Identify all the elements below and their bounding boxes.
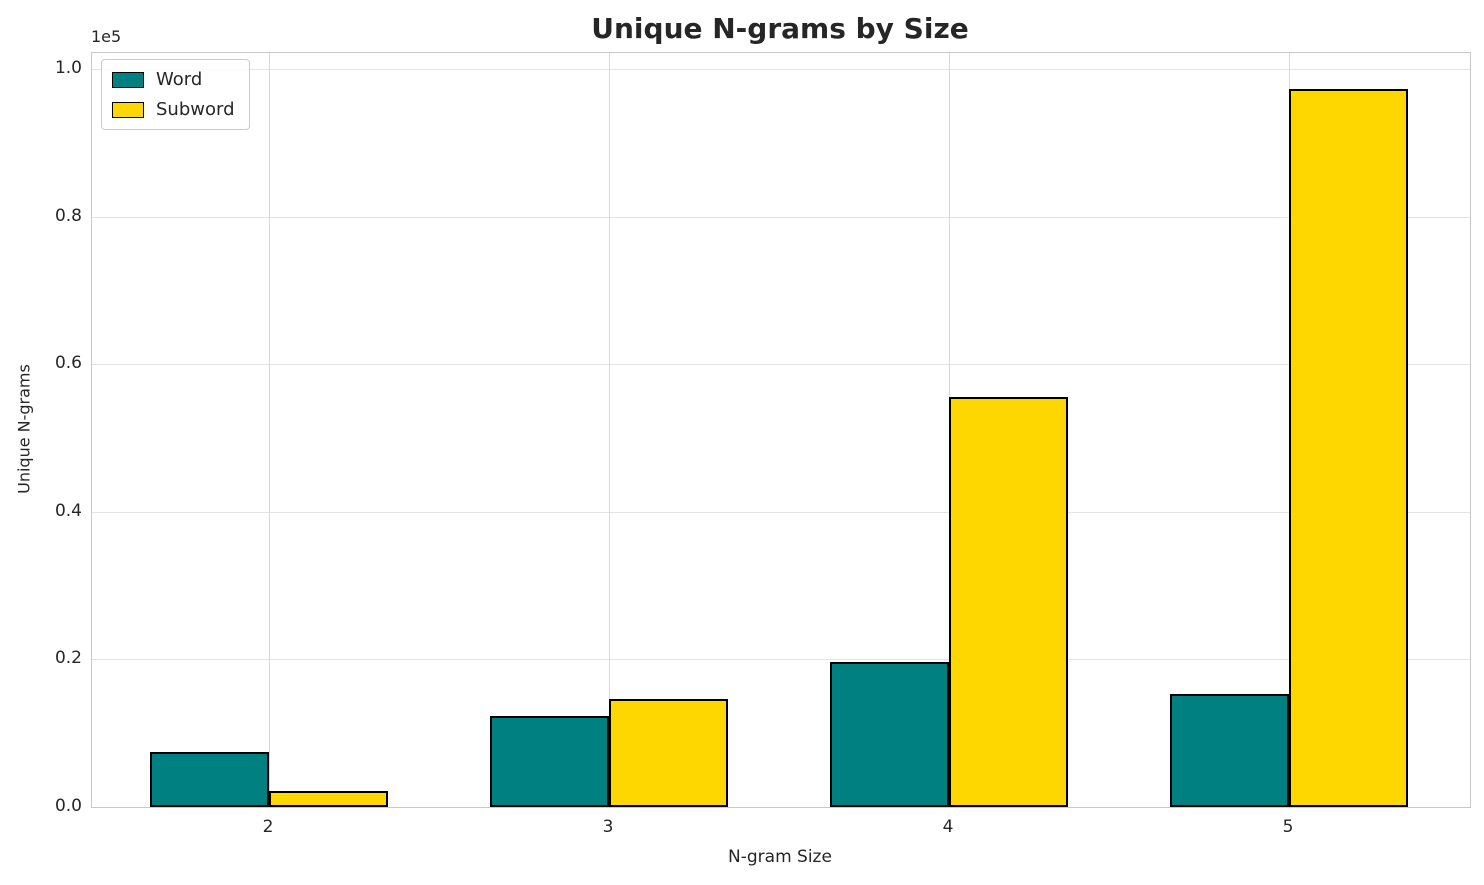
y-tick-label: 0.4 [54, 500, 82, 521]
x-tick-label: 4 [942, 817, 954, 837]
y-axis-label: Unique N-grams [14, 364, 34, 494]
y-axis-scale-offset-label: 1e5 [91, 27, 122, 46]
y-tick-label: 0.8 [54, 205, 82, 226]
y-tick-label: 1.0 [54, 58, 82, 79]
legend-item-word: Word [112, 69, 235, 90]
y-gridline [92, 216, 1470, 218]
y-gridline [92, 659, 1470, 661]
x-gridline [609, 53, 610, 807]
word-bar-ngram-4 [830, 662, 949, 807]
x-tick-label: 3 [602, 817, 614, 837]
legend-label: Subword [156, 99, 235, 120]
y-tick-label: 0.0 [54, 796, 82, 816]
legend-swatch-icon [112, 101, 144, 118]
x-axis-label: N-gram Size [728, 847, 832, 867]
y-tick-label: 0.2 [54, 648, 82, 669]
y-gridline [92, 511, 1470, 513]
subword-bar-ngram-3 [609, 699, 728, 807]
legend: Word Subword [101, 59, 250, 130]
x-gridline [269, 53, 270, 807]
word-bar-ngram-5 [1170, 694, 1289, 807]
y-gridline [92, 69, 1470, 71]
legend-item-subword: Subword [112, 99, 235, 120]
x-tick-label: 2 [262, 817, 274, 837]
x-tick-label: 5 [1282, 817, 1294, 837]
y-tick-label: 0.6 [54, 353, 82, 374]
subword-bar-ngram-4 [949, 396, 1068, 807]
plot-area: Word Subword [91, 52, 1471, 808]
chart-title: Unique N-grams by Size [591, 12, 969, 45]
subword-bar-ngram-5 [1289, 89, 1408, 807]
legend-swatch-icon [112, 71, 144, 88]
legend-label: Word [156, 69, 203, 90]
word-bar-ngram-2 [150, 751, 269, 807]
y-gridline [92, 364, 1470, 366]
word-bar-ngram-3 [490, 715, 609, 807]
subword-bar-ngram-2 [269, 790, 388, 807]
